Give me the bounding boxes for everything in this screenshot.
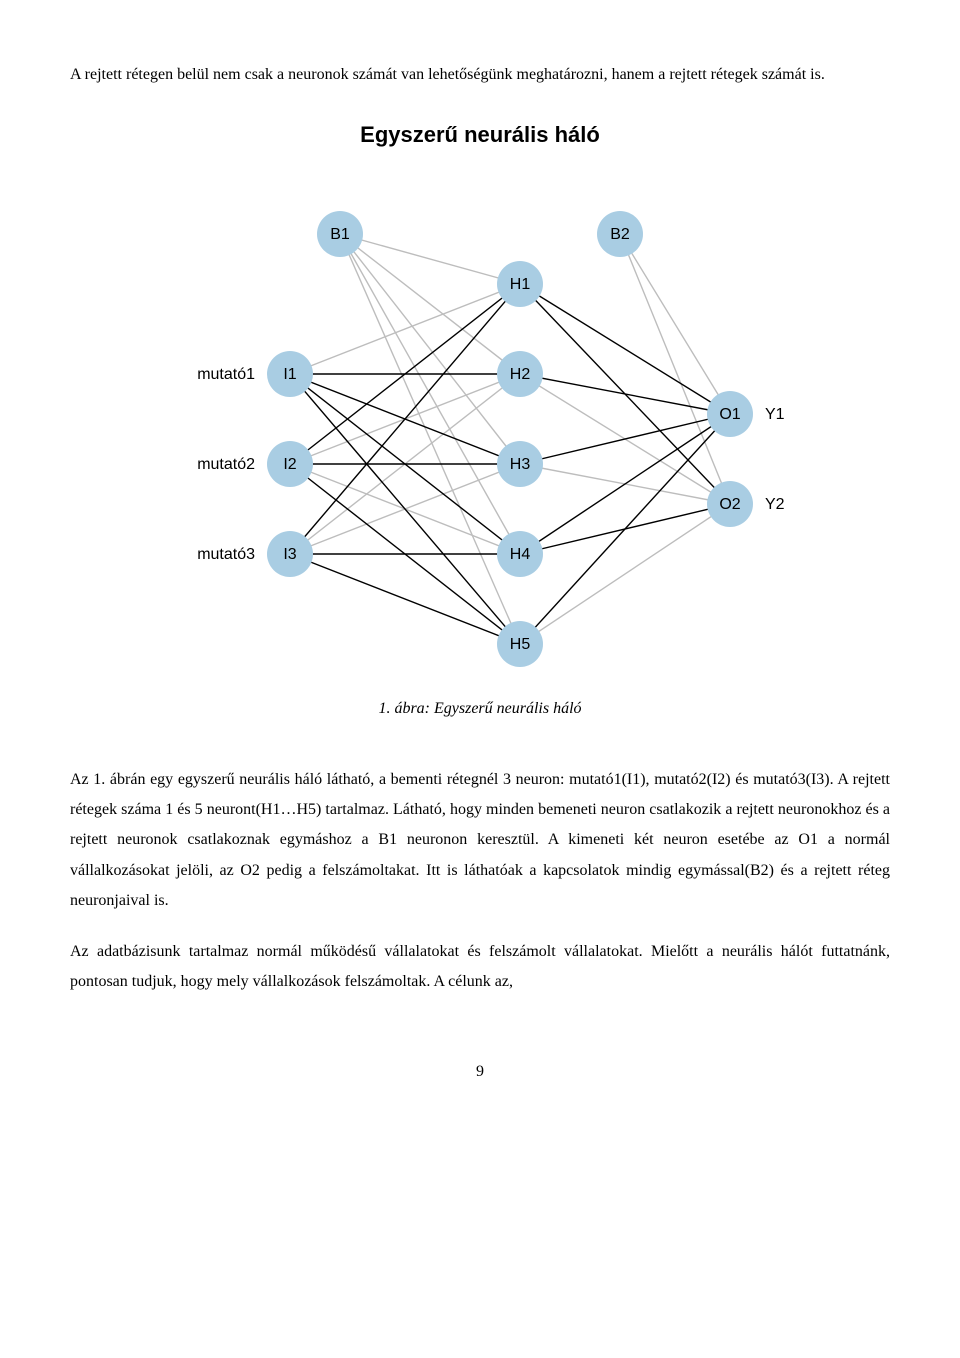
neural-network-diagram: B1 B2 I1 mutató1 I2 mutató2 I3 mutató3 H1 H2 H3 H4 H… (100, 164, 860, 684)
node-label-I1: I1 (283, 366, 296, 383)
node-label-H5: H5 (510, 636, 531, 653)
node-label-O1: O1 (719, 406, 740, 423)
edge-B1-H2 (340, 234, 520, 374)
edge-I3-H5 (290, 554, 520, 644)
node-label-B2: B2 (610, 226, 630, 243)
edge-B1-H4 (340, 234, 520, 554)
node-label-H1: H1 (510, 276, 531, 293)
edge-I1-H5 (290, 374, 520, 644)
edge-I1-H1 (290, 284, 520, 374)
ext-label-O2: Y2 (765, 496, 785, 513)
paragraph-body-1: Az 1. ábrán egy egyszerű neurális háló l… (70, 765, 890, 917)
node-label-H3: H3 (510, 456, 531, 473)
edge-H3-O1 (520, 414, 730, 464)
edge-B2-O2 (620, 234, 730, 504)
node-label-H4: H4 (510, 546, 531, 563)
node-label-I3: I3 (283, 546, 296, 563)
figure-caption: 1. ábra: Egyszerű neurális háló (70, 694, 890, 724)
node-label-O2: O2 (719, 496, 740, 513)
edge-H5-O1 (520, 414, 730, 644)
page-number: 9 (70, 1057, 890, 1087)
edge-B1-H1 (340, 234, 520, 284)
ext-label-I3: mutató3 (197, 546, 255, 563)
diagram-container: B1 B2 I1 mutató1 I2 mutató2 I3 mutató3 H1 H2 H3 H4 H… (70, 164, 890, 684)
diagram-title: Egyszerű neurális háló (70, 114, 890, 156)
ext-label-I2: mutató2 (197, 456, 255, 473)
paragraph-body-2: Az adatbázisunk tartalmaz normál működés… (70, 937, 890, 998)
ext-label-O1: Y1 (765, 406, 785, 423)
edge-B1-H5 (340, 234, 520, 644)
paragraph-intro: A rejtett rétegen belül nem csak a neuro… (70, 60, 890, 90)
edge-H5-O2 (520, 504, 730, 644)
node-label-B1: B1 (330, 226, 350, 243)
edge-B2-O1 (620, 234, 730, 414)
node-label-H2: H2 (510, 366, 531, 383)
node-label-I2: I2 (283, 456, 296, 473)
ext-label-I1: mutató1 (197, 366, 255, 383)
